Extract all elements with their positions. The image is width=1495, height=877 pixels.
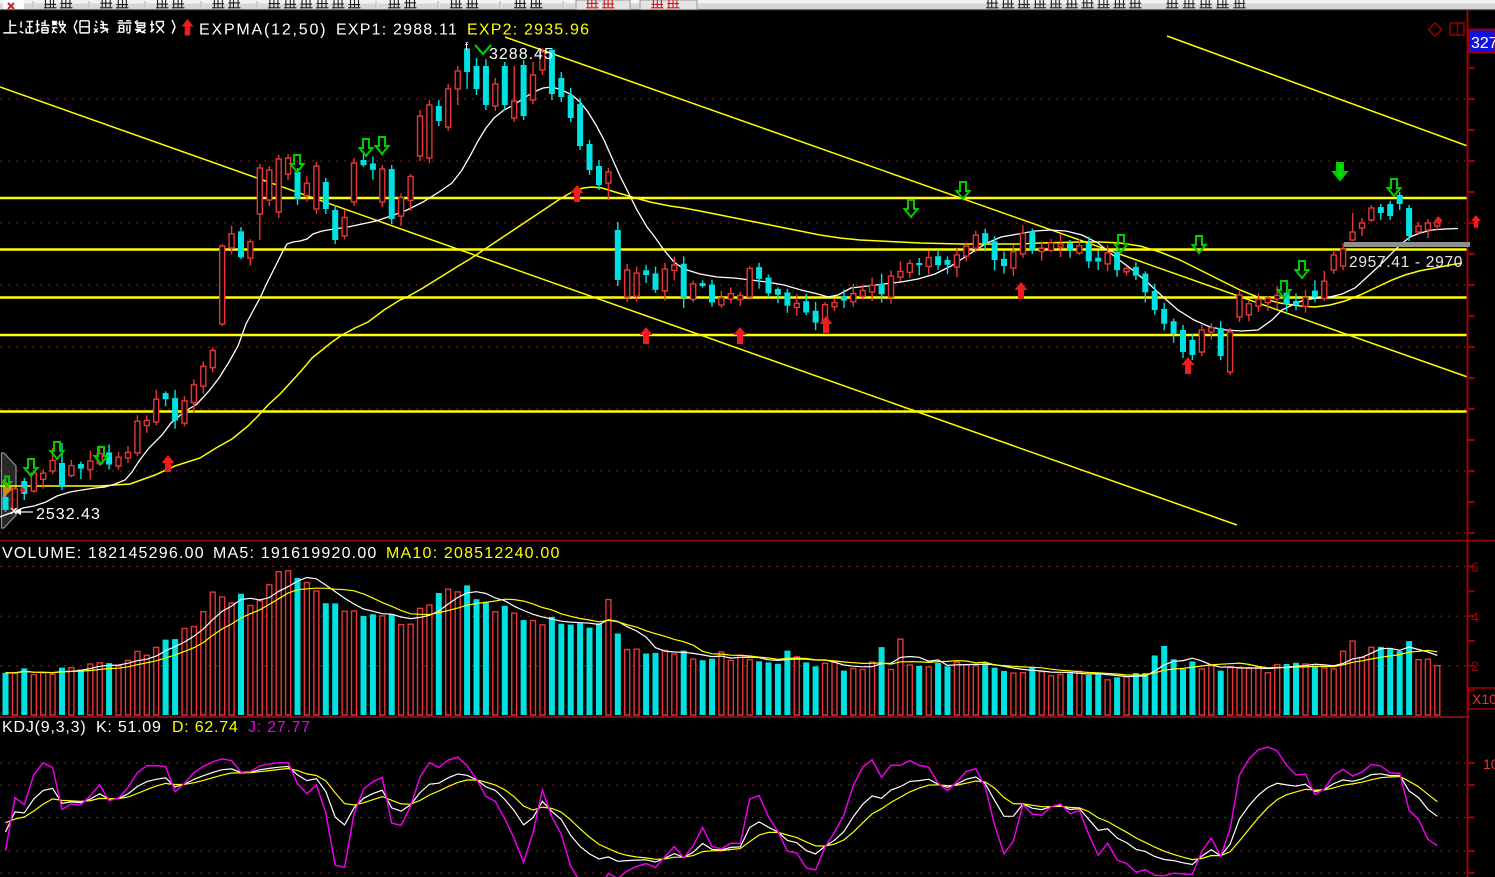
svg-text:EXP2: 2935.96: EXP2: 2935.96 bbox=[467, 22, 590, 39]
svg-text:EXPMA(12,50): EXPMA(12,50) bbox=[199, 22, 327, 39]
svg-text:KDJ(9,3,3): KDJ(9,3,3) bbox=[2, 719, 86, 736]
svg-text:VOLUME: 182145296.00: VOLUME: 182145296.00 bbox=[2, 545, 205, 562]
svg-text:MA5: 191619920.00: MA5: 191619920.00 bbox=[213, 545, 378, 562]
svg-text:2957.41 - 2970: 2957.41 - 2970 bbox=[1349, 254, 1463, 271]
svg-text:6: 6 bbox=[1471, 559, 1479, 575]
svg-text:2532.43: 2532.43 bbox=[36, 506, 101, 523]
svg-text:f: f bbox=[465, 41, 469, 53]
svg-text:D: 62.74: D: 62.74 bbox=[172, 719, 238, 736]
svg-text:2: 2 bbox=[1471, 658, 1479, 674]
svg-text:K: 51.09: K: 51.09 bbox=[96, 719, 162, 736]
svg-text:3288.45: 3288.45 bbox=[489, 46, 554, 63]
svg-text:MA10: 208512240.00: MA10: 208512240.00 bbox=[386, 545, 561, 562]
svg-text:J: 27.77: J: 27.77 bbox=[248, 719, 311, 736]
svg-text:EXP1: 2988.11: EXP1: 2988.11 bbox=[336, 22, 458, 39]
svg-text:100: 100 bbox=[1483, 756, 1495, 772]
svg-text:3276: 3276 bbox=[1471, 35, 1495, 52]
svg-text:4: 4 bbox=[1471, 609, 1479, 625]
svg-text:X10: X10 bbox=[1472, 691, 1495, 707]
